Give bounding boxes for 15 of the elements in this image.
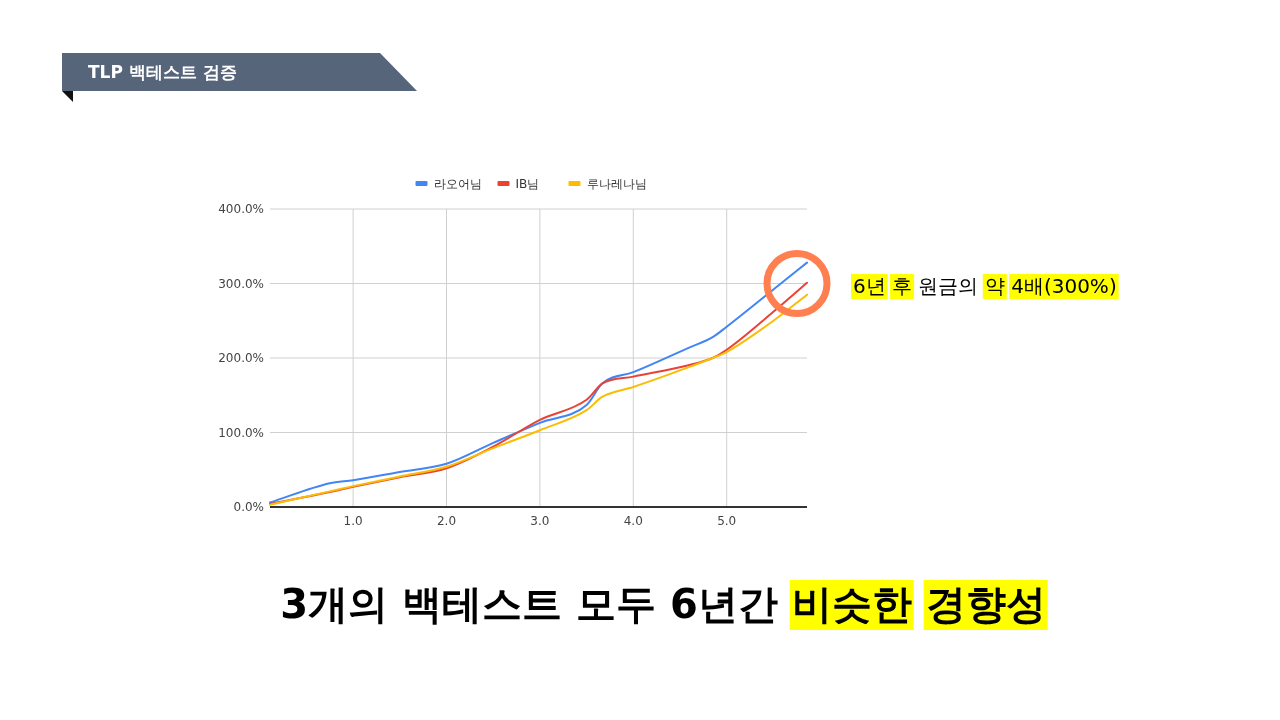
legend-label: 루나레나님 [586,177,647,191]
x-tick-label: 4.0 [623,514,643,528]
x-tick-label: 2.0 [436,514,457,528]
text: 3개의 백테스트 모두 6년간 비슷한 경향성 [280,581,1046,627]
y-tick-label: 200.0% [218,351,264,365]
legend-label: IB님 [515,177,540,191]
x-tick-label: 1.0 [343,514,363,528]
y-tick-label: 0.0% [233,500,264,514]
y-tick-label: 100.0% [218,425,264,440]
y-tick-label: 300.0% [218,276,264,291]
x-tick-label: 5.0 [717,514,737,528]
x-tick-label: 3.0 [530,514,550,528]
y-tick-label: 400.0% [218,202,264,216]
chart-title: TLP 백테스트 검증 [88,62,237,82]
legend-label: 라오어님 [433,177,482,191]
